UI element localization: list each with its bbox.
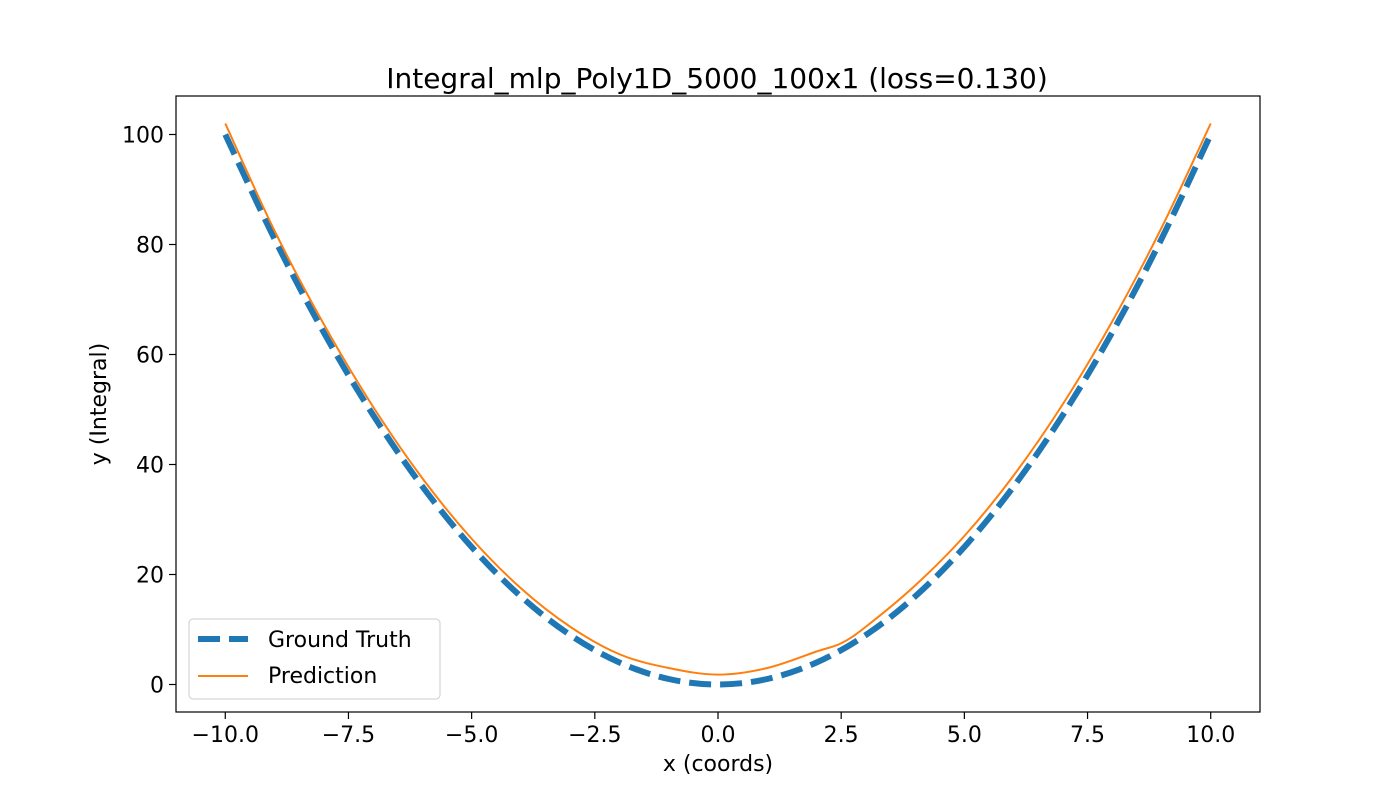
y-tick-label: 60: [136, 344, 164, 369]
y-tick-label: 100: [122, 124, 164, 149]
y-axis: 0 20 40 60 80 100: [122, 124, 176, 699]
y-tick-label: 20: [136, 564, 164, 589]
series-layer: [222, 123, 1214, 688]
legend: Ground Truth Prediction: [188, 618, 441, 700]
x-tick-label: −10.0: [192, 723, 259, 748]
chart-title: Integral_mlp_Poly1D_5000_100x1 (loss=0.1…: [386, 62, 1048, 95]
x-axis: −10.0 −7.5 −5.0 −2.5 0.0 2.5 5.0 7.5 10.0: [192, 712, 1235, 748]
series-line-prediction: [224, 123, 1212, 676]
x-tick-label: 0.0: [701, 723, 736, 748]
x-tick-label: 2.5: [824, 723, 859, 748]
y-tick-label: 80: [136, 234, 164, 259]
y-axis-label: y (Integral): [87, 343, 112, 465]
x-tick-label: 10.0: [1186, 723, 1235, 748]
legend-label-ground-truth: Ground Truth: [268, 628, 412, 653]
x-tick-label: 5.0: [947, 723, 982, 748]
series-line-ground-truth: [222, 133, 1214, 688]
x-tick-label: 7.5: [1070, 723, 1105, 748]
legend-label-prediction: Prediction: [268, 664, 377, 689]
x-tick-label: −2.5: [568, 723, 621, 748]
x-tick-label: −5.0: [445, 723, 498, 748]
x-axis-label: x (coords): [663, 752, 773, 777]
y-tick-label: 40: [136, 454, 164, 479]
x-tick-label: −7.5: [322, 723, 375, 748]
legend-box: [188, 618, 441, 700]
y-tick-label: 0: [150, 674, 164, 699]
